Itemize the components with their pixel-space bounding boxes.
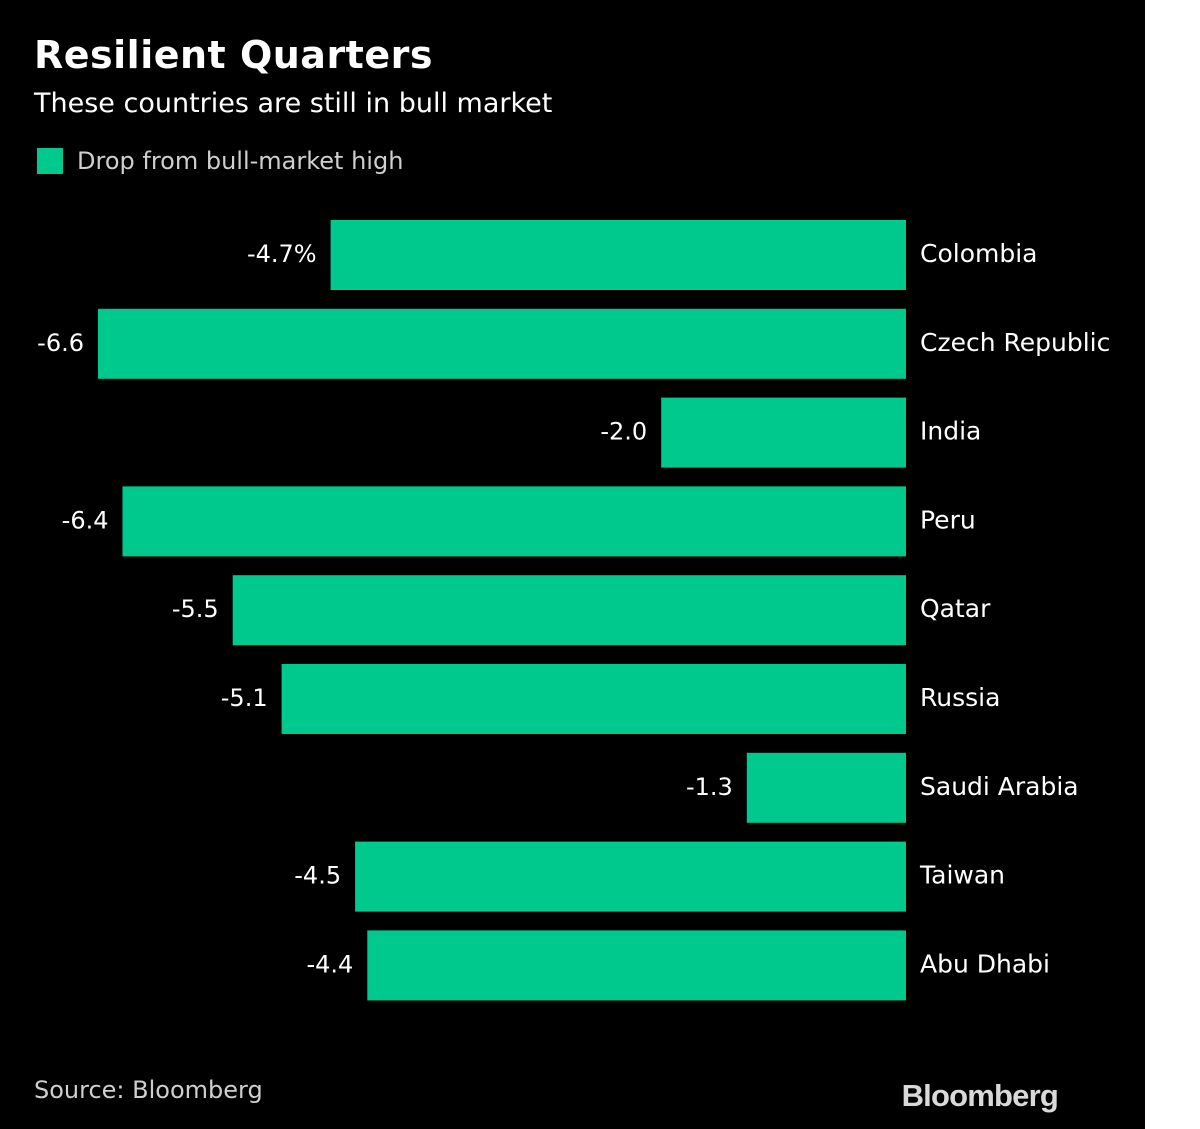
legend-swatch [37, 148, 63, 174]
category-label: Taiwan [919, 861, 1005, 890]
category-label: India [920, 417, 981, 446]
source-note: Source: Bloomberg [34, 1076, 263, 1104]
category-label: Saudi Arabia [920, 772, 1079, 801]
bar-russia [281, 664, 907, 734]
bar-colombia [330, 220, 907, 290]
value-label: -1.3 [686, 773, 733, 801]
bar-chart: -4.7% Colombia -6.6 Czech Republic -2.0 India… [37, 220, 1110, 1001]
bar-czech-republic [98, 308, 906, 379]
category-label: Russia [920, 683, 1000, 712]
chart-panel: Resilient Quarters These countries are s… [0, 0, 1145, 1129]
legend-label: Drop from bull-market high [77, 147, 404, 175]
value-label: -5.5 [172, 595, 219, 623]
bar-peru [122, 486, 906, 557]
bar-india [661, 397, 906, 468]
value-label: -2.0 [600, 418, 647, 446]
category-label: Colombia [920, 239, 1037, 268]
bar-abu-dhabi [367, 930, 906, 1001]
legend: Drop from bull-market high [37, 146, 403, 176]
value-label: -5.1 [221, 684, 268, 712]
category-label: Abu Dhabi [920, 949, 1050, 978]
value-label: -4.7% [247, 240, 317, 268]
bar-taiwan [355, 841, 907, 912]
category-label: Peru [920, 505, 976, 534]
category-label: Czech Republic [920, 328, 1110, 357]
bar-qatar [232, 575, 906, 646]
value-label: -6.6 [37, 329, 84, 357]
bloomberg-logo: Bloomberg [901, 1078, 1059, 1113]
chart-subtitle: These countries are still in bull market [34, 88, 553, 119]
category-label: Qatar [920, 594, 991, 623]
chart-title: Resilient Quarters [34, 33, 433, 77]
value-label: -4.5 [294, 862, 341, 890]
value-label: -4.4 [306, 950, 353, 978]
value-label: -6.4 [62, 506, 109, 534]
bar-saudi-arabia [746, 752, 906, 823]
